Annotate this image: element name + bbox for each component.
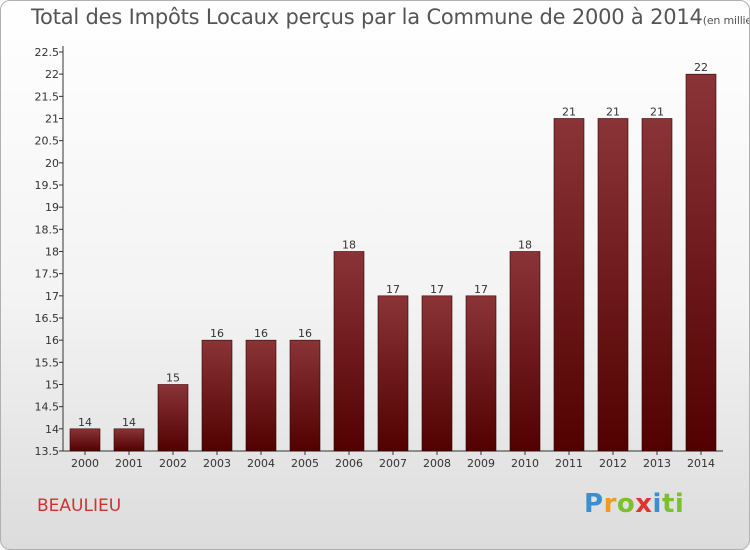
data-label: 21 — [650, 106, 664, 119]
x-tick-label: 2010 — [511, 457, 539, 470]
logo-letter: o — [616, 489, 636, 519]
chart-title: Total des Impôts Locaux perçus par la Co… — [31, 5, 749, 29]
chart-title-text: Total des Impôts Locaux perçus par la Co… — [31, 5, 703, 29]
x-tick-label: 2008 — [423, 457, 451, 470]
y-tick-label: 17 — [45, 290, 59, 303]
bar — [421, 295, 453, 452]
x-tick-label: 2009 — [467, 457, 495, 470]
bar — [465, 295, 497, 452]
data-label: 17 — [386, 283, 400, 296]
y-tick-label: 18 — [45, 246, 59, 259]
x-tick-label: 2004 — [247, 457, 275, 470]
x-tick-label: 2011 — [555, 457, 583, 470]
data-label: 16 — [254, 327, 268, 340]
data-label: 14 — [122, 416, 136, 429]
y-tick-label: 16.5 — [35, 312, 60, 325]
x-tick-label: 2012 — [599, 457, 627, 470]
logo-letter: ti — [661, 489, 685, 519]
data-label: 17 — [430, 283, 444, 296]
data-label: 18 — [518, 239, 532, 252]
y-tick-label: 19 — [45, 201, 59, 214]
y-tick-label: 15 — [45, 379, 59, 392]
y-tick-label: 14.5 — [35, 401, 60, 414]
x-tick-label: 2006 — [335, 457, 363, 470]
logo-letter: P — [584, 489, 604, 519]
logo-letter: i — [652, 489, 662, 519]
data-label: 15 — [166, 372, 180, 385]
bar — [157, 384, 189, 452]
data-label: 21 — [606, 106, 620, 119]
bars — [69, 73, 717, 452]
data-labels: 14 14 15 16 16 16 18 17 17 17 18 21 21 21 22 — [78, 61, 708, 429]
x-tick-label: 2013 — [643, 457, 671, 470]
x-tick-label: 2002 — [159, 457, 187, 470]
data-label: 22 — [694, 61, 708, 74]
y-tick-label: 21.5 — [35, 90, 60, 103]
x-tick-label: 2000 — [71, 457, 99, 470]
y-tick-label: 14 — [45, 423, 59, 436]
bar — [245, 339, 277, 452]
chart-unit: (en milliers d'€) — [702, 14, 749, 27]
x-axis: 2000 2001 2002 2003 2004 2005 2006 2007 2008 2009… — [63, 450, 723, 470]
data-label: 21 — [562, 106, 576, 119]
bar — [113, 428, 145, 452]
x-tick-label: 2005 — [291, 457, 319, 470]
bar — [69, 428, 101, 452]
logo-letter: r — [603, 489, 617, 519]
y-tick-label: 19.5 — [35, 179, 60, 192]
bar — [641, 118, 673, 452]
data-label: 18 — [342, 239, 356, 252]
bar — [597, 118, 629, 452]
x-tick-label: 2014 — [687, 457, 715, 470]
y-tick-label: 22 — [45, 68, 59, 81]
x-tick-label: 2001 — [115, 457, 143, 470]
y-tick-label: 15.5 — [35, 356, 60, 369]
bar — [201, 339, 233, 452]
bar — [509, 251, 541, 452]
y-tick-label: 22.5 — [35, 46, 60, 59]
y-tick-label: 20.5 — [35, 135, 60, 148]
bar — [685, 73, 717, 452]
bar — [553, 118, 585, 452]
x-tick-label: 2003 — [203, 457, 231, 470]
y-tick-label: 13.5 — [35, 445, 60, 458]
y-tick-label: 20 — [45, 157, 59, 170]
x-tick-label: 2007 — [379, 457, 407, 470]
y-tick-label: 17.5 — [35, 268, 60, 281]
data-label: 14 — [78, 416, 92, 429]
data-label: 16 — [210, 327, 224, 340]
bar — [289, 339, 321, 452]
commune-name: BEAULIEU — [37, 496, 122, 516]
logo-letter: x — [635, 489, 653, 519]
bar — [377, 295, 409, 452]
bar — [333, 251, 365, 452]
data-label: 16 — [298, 327, 312, 340]
y-tick-label: 21 — [45, 113, 59, 126]
y-tick-label: 18.5 — [35, 223, 60, 236]
data-label: 17 — [474, 283, 488, 296]
proxiti-logo[interactable]: Proxiti — [584, 489, 684, 519]
y-axis: 13.5 14 14.5 15 15.5 16 16.5 17 17.5 18 18.5 19 19.5… — [35, 46, 64, 458]
y-tick-label: 16 — [45, 334, 59, 347]
